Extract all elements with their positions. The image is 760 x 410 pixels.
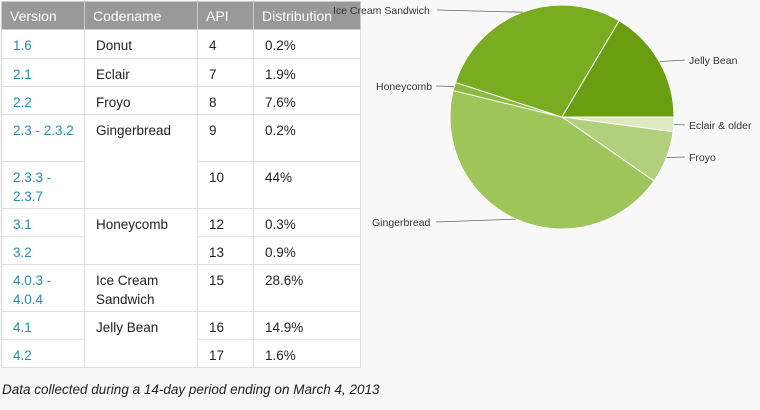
distribution-cell: 0.2% (253, 114, 361, 162)
version-cell: 2.3.3 - 2.3.7 (1, 161, 85, 209)
pie-label: Froyo (689, 152, 716, 164)
header-distribution: Distribution (253, 1, 361, 30)
pie-label: Eclair & older (689, 120, 752, 132)
version-link[interactable]: 4.0.3 - 4.0.4 (13, 273, 52, 307)
version-link[interactable]: 4.2 (13, 348, 32, 363)
version-cell: 1.6 (1, 29, 85, 59)
distribution-pie-chart: Eclair & older Froyo Gingerbread Honeycomb I… (333, 4, 752, 230)
api-cell: 8 (197, 86, 254, 115)
pie-leader-line (436, 9, 523, 13)
version-cell: 2.3 - 2.3.2 (1, 114, 85, 162)
table-row: 3.2 13 0.9% (1, 236, 361, 265)
api-cell: 15 (197, 264, 254, 312)
codename-cell: Eclair (84, 58, 198, 87)
api-cell: 17 (197, 339, 254, 368)
distribution-cell: 1.9% (253, 58, 361, 87)
version-cell: 4.1 (1, 311, 85, 340)
version-link[interactable]: 2.1 (13, 67, 32, 82)
api-cell: 9 (197, 114, 254, 162)
api-cell: 12 (197, 208, 254, 237)
pie-label: Honeycomb (376, 81, 432, 93)
table-row: 4.0.3 - 4.0.4 Ice Cream Sandwich 15 28.6… (1, 264, 361, 312)
codename-cell: Froyo (84, 86, 198, 115)
version-cell: 2.1 (1, 58, 85, 87)
table-row: 2.3.3 - 2.3.7 10 44% (1, 161, 361, 209)
pie-label: Jelly Bean (689, 55, 738, 67)
pie-leader-line (673, 123, 686, 126)
table-row: 4.1 Jelly Bean 16 14.9% (1, 311, 361, 368)
version-cell: 4.2 (1, 339, 85, 368)
codename-cell: Gingerbread (84, 114, 198, 209)
version-cell: 3.1 (1, 208, 85, 237)
version-link[interactable]: 4.1 (13, 320, 32, 335)
table-row: 3.1 Honeycomb 12 0.3% (1, 208, 361, 265)
version-cell: 3.2 (1, 236, 85, 265)
api-cell: 16 (197, 311, 254, 340)
version-cell: 2.2 (1, 86, 85, 115)
pie-leader-line (435, 218, 517, 223)
api-cell: 10 (197, 161, 254, 209)
pie-leader-line (666, 156, 686, 158)
distribution-cell: 0.2% (253, 29, 361, 59)
header-api: API (197, 1, 254, 30)
codename-cell: Jelly Bean (84, 311, 198, 368)
version-link[interactable]: 2.2 (13, 95, 32, 110)
distribution-cell: 14.9% (253, 311, 361, 340)
pie-label: Gingerbread (372, 217, 431, 229)
distribution-table: Version Codename API Distribution 1.6 Do… (1, 1, 361, 368)
table-row: 2.2 Froyo 8 7.6% (1, 86, 361, 115)
api-cell: 4 (197, 29, 254, 59)
data-caption: Data collected during a 14-day period en… (2, 382, 380, 397)
version-link[interactable]: 3.1 (13, 217, 32, 232)
pie-leader-line (659, 59, 686, 63)
api-cell: 7 (197, 58, 254, 87)
version-link[interactable]: 3.2 (13, 245, 32, 260)
distribution-cell: 28.6% (253, 264, 361, 312)
version-link[interactable]: 2.3.3 - 2.3.7 (13, 170, 52, 204)
version-cell: 4.0.3 - 4.0.4 (1, 264, 85, 312)
codename-cell: Honeycomb (84, 208, 198, 265)
distribution-cell: 0.9% (253, 236, 361, 265)
table-row: 4.2 17 1.6% (1, 339, 361, 368)
codename-cell: Ice Cream Sandwich (84, 264, 198, 312)
table-row: 2.1 Eclair 7 1.9% (1, 58, 361, 87)
api-cell: 13 (197, 236, 254, 265)
header-codename: Codename (84, 1, 198, 30)
table-row: 2.3 - 2.3.2 Gingerbread 9 0.2% (1, 114, 361, 209)
version-link[interactable]: 2.3 - 2.3.2 (13, 123, 74, 138)
table-header-row: Version Codename API Distribution (1, 1, 361, 30)
distribution-cell: 1.6% (253, 339, 361, 368)
table-row: 1.6 Donut 4 0.2% (1, 29, 361, 59)
pie-label: Ice Cream Sandwich (333, 5, 430, 17)
version-link[interactable]: 1.6 (13, 38, 32, 53)
header-version: Version (1, 1, 85, 30)
codename-cell: Donut (84, 29, 198, 59)
